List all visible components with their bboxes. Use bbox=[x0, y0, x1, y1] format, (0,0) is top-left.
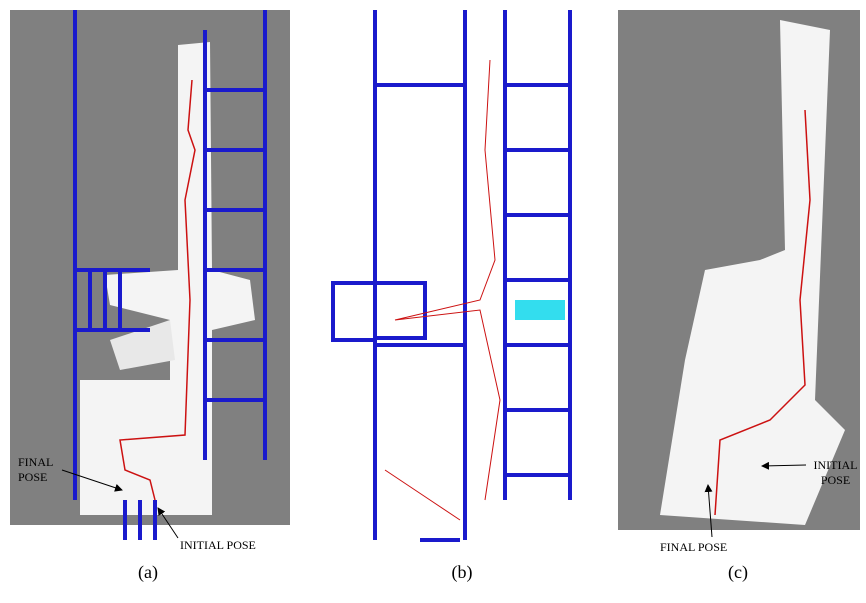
figure: FINAL POSE INITIAL POSE INITIAL POSE FIN… bbox=[0, 0, 866, 603]
caption: (b) bbox=[432, 562, 492, 583]
annotation: FINAL POSE bbox=[18, 455, 68, 485]
map-b bbox=[333, 10, 570, 540]
annotation: INITIAL POSE bbox=[808, 458, 863, 488]
maps bbox=[0, 0, 866, 603]
annotation: FINAL POSE bbox=[660, 540, 727, 555]
caption: (a) bbox=[118, 562, 178, 583]
caption: (c) bbox=[708, 562, 768, 583]
annotation: INITIAL POSE bbox=[180, 538, 256, 553]
